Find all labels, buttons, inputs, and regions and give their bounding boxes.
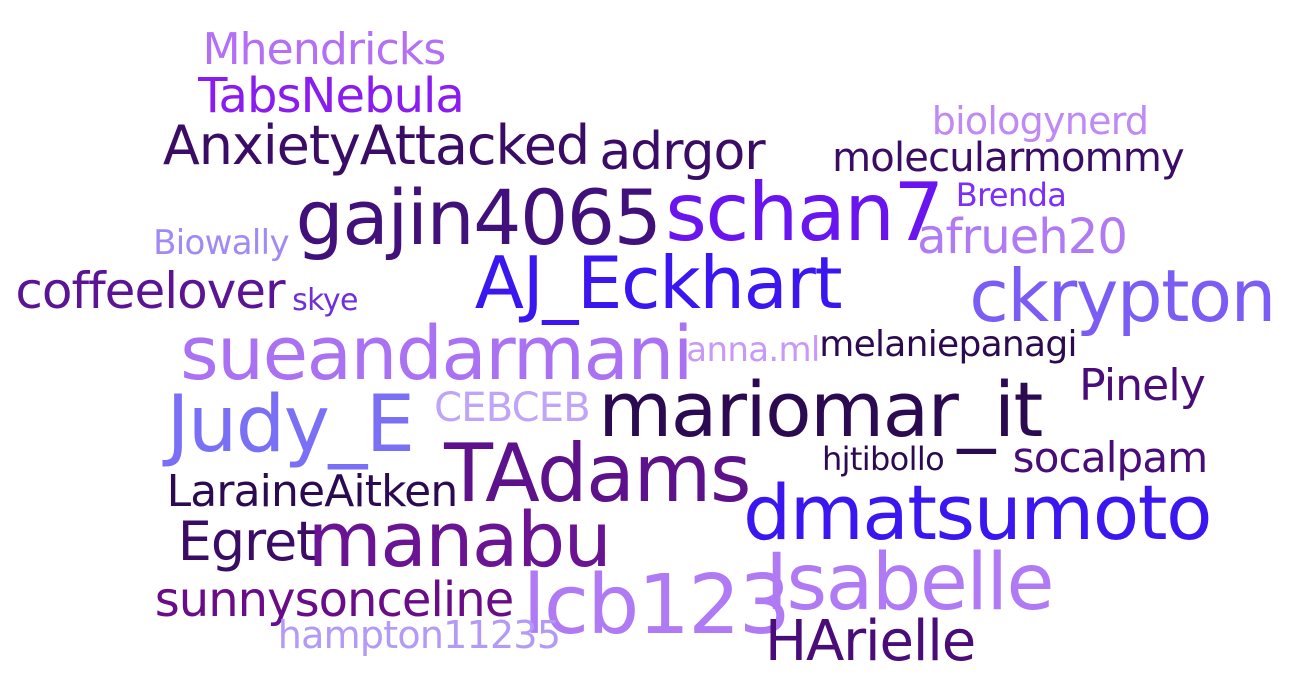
word-lcb123: lcb123 — [522, 558, 791, 653]
word-isabelle: Isabelle — [765, 538, 1054, 628]
word-skye: skye — [292, 283, 358, 318]
word-egret: Egret — [177, 510, 318, 573]
word-socalpam: socalpam — [1012, 433, 1209, 482]
word-tadams: TAdams — [444, 427, 751, 520]
word-afrueh20: afrueh20 — [917, 209, 1128, 265]
word-gajin4065: gajin4065 — [295, 173, 662, 262]
word-aj-eckhart: AJ_Eckhart — [474, 241, 843, 325]
word-anna-ml: anna.ml — [686, 330, 820, 370]
word-coffeelover: coffeelover — [15, 262, 285, 320]
word-hjtibollo: hjtibollo — [821, 440, 945, 478]
word-manabu: manabu — [307, 495, 612, 584]
word-pinely: Pinely — [1079, 360, 1206, 411]
word-adrgor: adrgor — [599, 122, 765, 182]
word-sueandarmani: sueandarmani — [180, 311, 693, 397]
word-schan7: schan7 — [665, 166, 944, 259]
word-tabsnebula: TabsNebula — [198, 68, 465, 124]
word-laraineaitken: LaraineAitken — [166, 466, 459, 517]
word-harielle: HArielle — [764, 609, 976, 674]
word-biologynerd: biologynerd — [931, 99, 1149, 143]
word-judy-e: Judy_E — [166, 380, 415, 470]
word-mariomar-it: mariomar_it — [598, 365, 1043, 454]
word-hampton11235: hampton11235 — [277, 613, 561, 657]
word-biowally: Biowally — [153, 223, 289, 263]
word-melaniepanagi: melaniepanagi — [819, 324, 1077, 365]
word-cebceb: CEBCEB — [434, 385, 591, 431]
word-sunnysonceline: sunnysonceline — [154, 572, 515, 628]
word-mhendricks: Mhendricks — [202, 24, 447, 75]
word-molecularmommy: molecularmommy — [832, 135, 1185, 181]
word-ckrypton: ckrypton — [969, 254, 1276, 338]
word-brenda: Brenda — [955, 176, 1067, 214]
word-dmatsumoto: dmatsumoto — [742, 468, 1213, 557]
word-anxietyattacked: AnxietyAttacked — [162, 114, 590, 177]
